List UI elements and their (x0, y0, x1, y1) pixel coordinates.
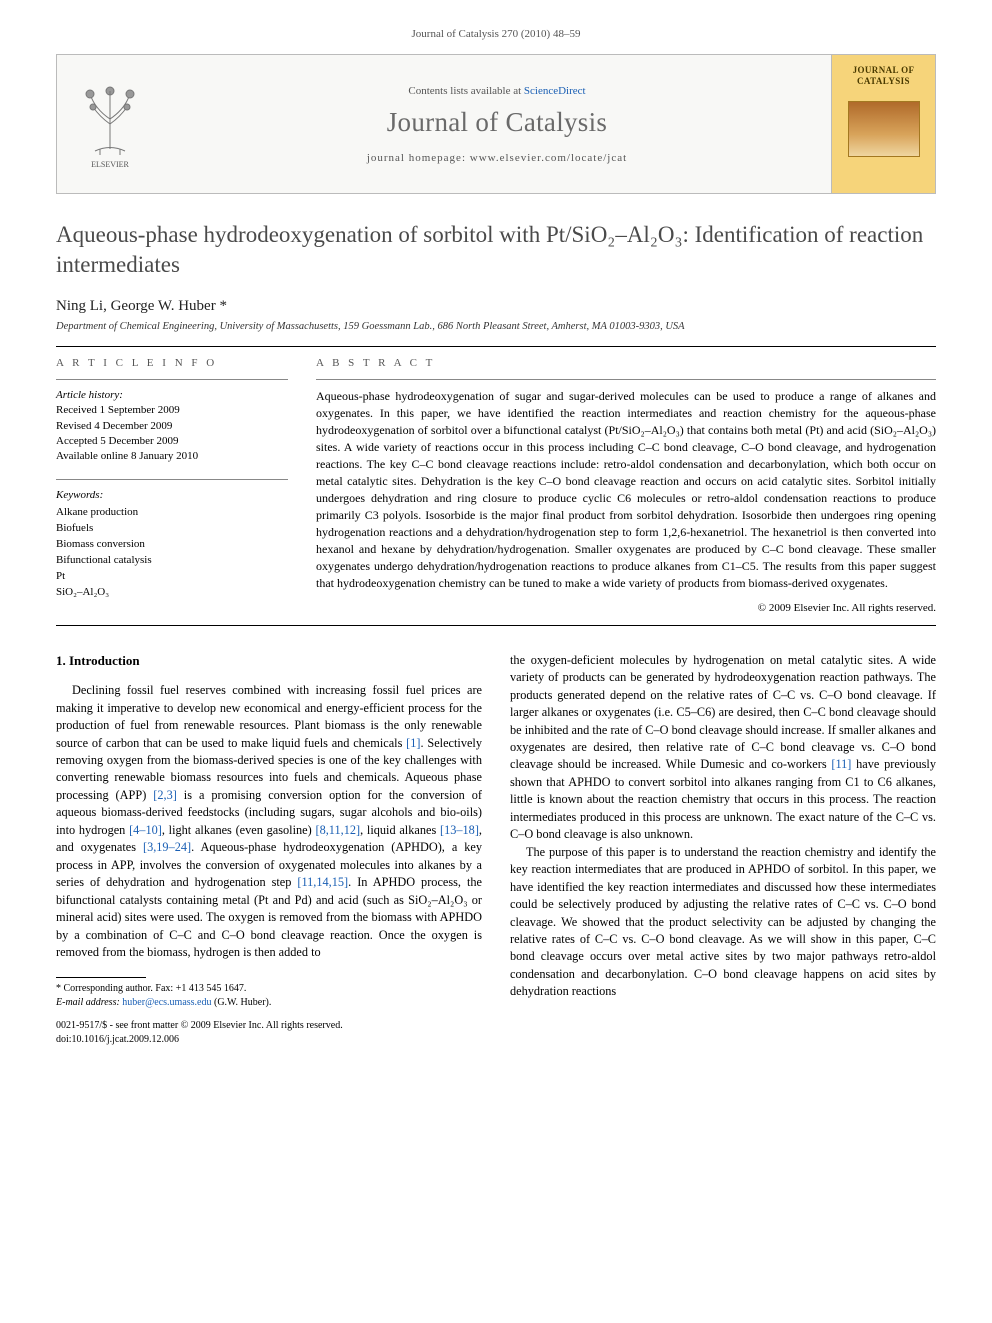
author-affiliation: Department of Chemical Engineering, Univ… (56, 321, 936, 332)
journal-name: Journal of Catalysis (173, 107, 821, 138)
cover-title-line2: CATALYSIS (857, 76, 910, 86)
elsevier-logo: ELSEVIER (75, 79, 145, 169)
page-container: Journal of Catalysis 270 (2010) 48–59 (0, 0, 992, 1086)
email-suffix: (G.W. Huber). (211, 997, 271, 1008)
cover-title: JOURNAL OF CATALYSIS (853, 65, 915, 87)
revised-date: Revised 4 December 2009 (56, 420, 172, 432)
info-rule (56, 379, 288, 380)
abstract-copyright: © 2009 Elsevier Inc. All rights reserved… (316, 602, 936, 614)
online-date: Available online 8 January 2010 (56, 450, 198, 462)
body-paragraph: the oxygen-deficient molecules by hydrog… (510, 652, 936, 844)
body-text: , light alkanes (even gasoline) (162, 823, 316, 837)
received-date: Received 1 September 2009 (56, 404, 180, 416)
body-column-right: the oxygen-deficient molecules by hydrog… (510, 652, 936, 1047)
journal-homepage: journal homepage: www.elsevier.com/locat… (173, 152, 821, 164)
divider-rule (56, 346, 936, 347)
body-column-left: 1. Introduction Declining fossil fuel re… (56, 652, 482, 1047)
keywords-block: Keywords: Alkane production Biofuels Bio… (56, 488, 288, 601)
citation-link[interactable]: [8,11,12] (315, 823, 360, 837)
corr-email-link[interactable]: huber@ecs.umass.edu (122, 997, 211, 1008)
keyword: Bifunctional catalysis (56, 553, 288, 569)
body-text: , liquid alkanes (360, 823, 440, 837)
email-label: E-mail address: (56, 997, 122, 1008)
article-history: Article history: Received 1 September 20… (56, 388, 288, 465)
citation-link[interactable]: [2,3] (153, 788, 177, 802)
citation-link[interactable]: [13–18] (440, 823, 479, 837)
corr-email-line: E-mail address: huber@ecs.umass.edu (G.W… (56, 996, 482, 1010)
abstract-text: Aqueous-phase hydrodeoxygenation of suga… (316, 388, 936, 592)
running-head: Journal of Catalysis 270 (2010) 48–59 (56, 28, 936, 40)
front-matter-line: 0021-9517/$ - see front matter © 2009 El… (56, 1019, 482, 1033)
body-text: the oxygen-deficient molecules by hydrog… (510, 653, 936, 772)
body-columns: 1. Introduction Declining fossil fuel re… (56, 652, 936, 1047)
footnote-separator (56, 977, 146, 978)
body-paragraph: The purpose of this paper is to understa… (510, 844, 936, 1001)
keywords-label: Keywords: (56, 488, 288, 503)
section-heading-intro: 1. Introduction (56, 652, 482, 670)
abstract-heading: A B S T R A C T (316, 357, 936, 369)
cover-title-line1: JOURNAL OF (853, 65, 915, 75)
keyword: SiO₂–Al₂O₃ (56, 585, 288, 601)
citation-link[interactable]: [3,19–24] (143, 840, 191, 854)
accepted-date: Accepted 5 December 2009 (56, 435, 178, 447)
divider-rule-bottom (56, 625, 936, 626)
citation-link[interactable]: [11] (831, 757, 851, 771)
corr-author-line: * Corresponding author. Fax: +1 413 545 … (56, 982, 482, 996)
elsevier-label: ELSEVIER (91, 160, 129, 169)
history-label: Article history: (56, 389, 123, 401)
doi-line: doi:10.1016/j.jcat.2009.12.006 (56, 1033, 482, 1047)
keyword: Pt (56, 569, 288, 585)
article-info-heading: A R T I C L E I N F O (56, 357, 288, 369)
contents-prefix: Contents lists available at (408, 85, 523, 97)
abstract-column: A B S T R A C T Aqueous-phase hydrodeoxy… (316, 357, 936, 615)
body-paragraph: Declining fossil fuel reserves combined … (56, 682, 482, 961)
citation-link[interactable]: [1] (406, 736, 420, 750)
info-rule-2 (56, 479, 288, 480)
abstract-rule (316, 379, 936, 380)
citation-link[interactable]: [4–10] (129, 823, 162, 837)
author-list: Ning Li, George W. Huber * (56, 298, 936, 315)
masthead-center: Contents lists available at ScienceDirec… (163, 55, 831, 193)
keyword: Alkane production (56, 505, 288, 521)
publisher-logo-box: ELSEVIER (57, 55, 163, 193)
article-info-column: A R T I C L E I N F O Article history: R… (56, 357, 288, 615)
info-abstract-row: A R T I C L E I N F O Article history: R… (56, 357, 936, 615)
cover-image (848, 101, 920, 157)
keyword: Biomass conversion (56, 537, 288, 553)
journal-cover-thumb: JOURNAL OF CATALYSIS (831, 55, 935, 193)
sciencedirect-link[interactable]: ScienceDirect (524, 85, 586, 97)
citation-link[interactable]: [11,14,15] (297, 875, 348, 889)
contents-available-line: Contents lists available at ScienceDirec… (173, 85, 821, 97)
doi-block: 0021-9517/$ - see front matter © 2009 El… (56, 1019, 482, 1046)
keyword: Biofuels (56, 521, 288, 537)
article-title: Aqueous-phase hydrodeoxygenation of sorb… (56, 220, 936, 280)
corresponding-author-footnote: * Corresponding author. Fax: +1 413 545 … (56, 982, 482, 1009)
journal-masthead: ELSEVIER Contents lists available at Sci… (56, 54, 936, 194)
